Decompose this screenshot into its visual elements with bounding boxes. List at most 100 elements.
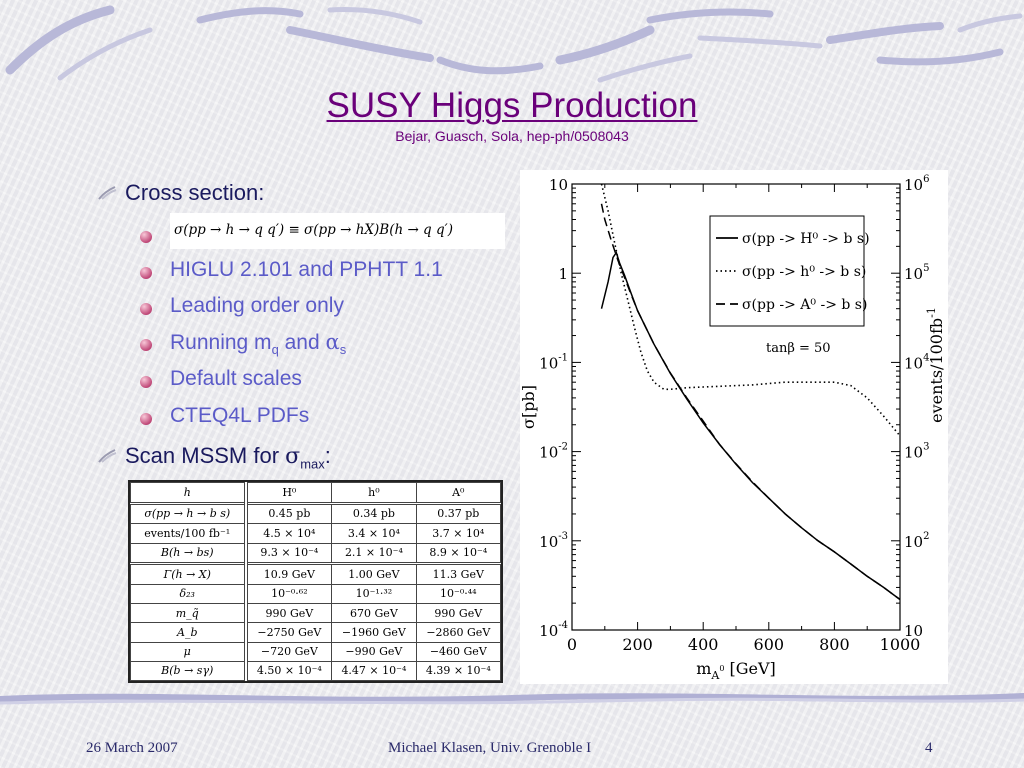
table-row: m_q̃ 990 GeV 670 GeV 990 GeV <box>130 602 502 624</box>
sub-bullet-running: Running mq and αs <box>140 330 347 358</box>
x-tick-label: 600 <box>754 635 785 654</box>
running-prefix: Running m <box>170 331 272 354</box>
table-cell: 1.00 GeV <box>331 563 417 585</box>
x-tick-label: 200 <box>622 635 653 654</box>
y-right-axis-label: events/100fb-1 <box>925 307 946 423</box>
sub-bullet-text: CTEQ4L PDFs <box>170 404 310 427</box>
table-cell: 3.7 × 10⁴ <box>415 523 502 544</box>
table-cell: −460 GeV <box>415 641 502 662</box>
table-cell: 2.1 × 10⁻⁴ <box>331 542 417 566</box>
legend-entry: σ(pp -> A⁰ -> b s) <box>742 297 867 313</box>
y-tick-label: 10-2 <box>539 442 568 462</box>
footer-author: Michael Klasen, Univ. Grenoble I <box>388 740 592 756</box>
parameter-table: h H⁰ h⁰ A⁰ σ(pp → h → b s) 0.45 pb 0.34 … <box>130 482 502 682</box>
sub-bullet-dot-icon <box>140 339 152 351</box>
running-s-sub: s <box>339 342 347 358</box>
series-line-h0 <box>600 183 901 437</box>
table-row: δ₂₃ 10⁻⁰·⁶² 10⁻¹·³² 10⁻⁰·⁴⁴ <box>130 583 502 605</box>
table-cell: 670 GeV <box>331 602 417 624</box>
x-tick-label: 0 <box>567 635 577 654</box>
scan-prefix: Scan MSSM for <box>125 443 286 468</box>
table-cell: 3.4 × 10⁴ <box>331 523 417 544</box>
y-right-tick-label: 10 <box>904 622 923 640</box>
bullet-scan-mssm: Scan MSSM for σmax: <box>98 443 331 472</box>
table-cell: 8.9 × 10⁻⁴ <box>415 542 502 566</box>
table-row-label: σ(pp → h → b s) <box>130 502 248 525</box>
y-tick-label: 10-4 <box>539 620 568 640</box>
x-tick-label: 400 <box>688 635 719 654</box>
sub-bullet-default-scales: Default scales <box>140 367 302 391</box>
footer-page-number: 4 <box>925 740 933 756</box>
table-row-label: δ₂₃ <box>130 583 248 605</box>
title-block: SUSY Higgs Production Bejar, Guasch, Sol… <box>0 86 1024 144</box>
table-row-label: Γ(h → X) <box>130 563 248 585</box>
x-tick-label: 1000 <box>880 635 921 654</box>
table-cell: 990 GeV <box>244 602 333 624</box>
chart-annotation: tanβ = 50 <box>766 341 831 356</box>
table-row: events/100 fb⁻¹ 4.5 × 10⁴ 3.4 × 10⁴ 3.7 … <box>130 523 502 544</box>
table-cell: 0.45 pb <box>244 502 333 525</box>
table-header-cell: A⁰ <box>415 482 502 505</box>
table-cell: 10.9 GeV <box>244 563 333 585</box>
table-cell: −990 GeV <box>331 641 417 662</box>
table-header-cell: h <box>130 482 248 505</box>
running-and: and <box>278 331 326 354</box>
table-row: μ −720 GeV −990 GeV −460 GeV <box>130 641 502 662</box>
table-cell: 4.50 × 10⁻⁴ <box>244 660 333 682</box>
legend-entry: σ(pp -> H⁰ -> b s) <box>742 231 870 247</box>
x-axis-label: mA0 [GeV] <box>696 659 776 682</box>
table-cell: −2860 GeV <box>415 622 502 643</box>
top-wave-decoration <box>5 5 1023 83</box>
table-row-label: A_b <box>130 622 248 643</box>
slide-title: SUSY Higgs Production <box>326 86 698 125</box>
table-row-label: m_q̃ <box>130 602 248 624</box>
running-q-sub: q <box>271 342 279 358</box>
table-cell: 4.47 × 10⁻⁴ <box>331 660 417 682</box>
table-cell: −2750 GeV <box>244 622 333 643</box>
y-right-tick-label: 102 <box>904 531 929 551</box>
cross-section-formula: σ(pp → h → q q′) ≡ σ(pp → hX)B(h → q q′) <box>170 213 505 249</box>
legend-entry: σ(pp -> h⁰ -> b s) <box>742 264 866 280</box>
scan-max-sub: max <box>300 456 325 472</box>
bullet-text: Cross section: <box>125 180 265 205</box>
table-row-label: events/100 fb⁻¹ <box>130 523 248 544</box>
table-cell: 0.34 pb <box>331 502 417 525</box>
sub-bullet-dot-icon <box>140 413 152 425</box>
table-row-label: B(h → bs) <box>130 542 248 566</box>
quill-bullet-icon <box>98 449 117 463</box>
table-cell: 4.39 × 10⁻⁴ <box>415 660 502 682</box>
y-right-tick-label: 105 <box>904 263 929 283</box>
y-axis-label: σ[pb] <box>520 385 538 429</box>
table-row: B(h → bs) 9.3 × 10⁻⁴ 2.1 × 10⁻⁴ 8.9 × 10… <box>130 542 502 566</box>
y-tick-label: 10-3 <box>539 531 568 551</box>
bullet-cross-section: Cross section: <box>98 180 265 206</box>
bottom-wave-divider <box>0 693 1024 705</box>
running-alpha: α <box>325 330 340 354</box>
table-row: B(b → sγ) 4.50 × 10⁻⁴ 4.47 × 10⁻⁴ 4.39 ×… <box>130 660 502 682</box>
sub-bullet-dot-icon <box>140 376 152 388</box>
sub-bullet-cteq: CTEQ4L PDFs <box>140 404 310 428</box>
cross-section-chart: σ(pp -> H⁰ -> b s) σ(pp -> h⁰ -> b s) σ(pp… <box>520 174 946 682</box>
table-row: A_b −2750 GeV −1960 GeV −2860 GeV <box>130 622 502 643</box>
sub-bullet-dot-icon <box>140 231 152 243</box>
y-right-tick-label: 104 <box>904 352 929 372</box>
table-row: σ(pp → h → b s) 0.45 pb 0.34 pb 0.37 pb <box>130 502 502 525</box>
sub-bullet-text: Default scales <box>170 367 302 390</box>
sub-bullet-dot-icon <box>140 267 152 279</box>
table-cell: 9.3 × 10⁻⁴ <box>244 542 333 566</box>
table-cell: 990 GeV <box>415 602 502 624</box>
legend-box <box>709 215 865 327</box>
sub-bullet-text: Leading order only <box>170 294 344 317</box>
y-tick-label: 10-1 <box>539 352 568 372</box>
scan-colon: : <box>324 443 331 468</box>
table-cell: 4.5 × 10⁴ <box>244 523 333 544</box>
table-header-cell: h⁰ <box>331 482 417 505</box>
mssm-parameter-table: h H⁰ h⁰ A⁰ σ(pp → h → b s) 0.45 pb 0.34 … <box>128 480 503 683</box>
y-right-tick-label: 106 <box>904 174 929 194</box>
table-row-label: B(b → sγ) <box>130 660 248 682</box>
table-cell: 10⁻⁰·⁶² <box>244 583 333 605</box>
sub-bullet-dot-icon <box>140 303 152 315</box>
sub-bullet-higlu: HIGLU 2.101 and PPHTT 1.1 <box>140 258 443 282</box>
y-tick-label: 1 <box>558 265 568 283</box>
table-cell: −720 GeV <box>244 641 333 662</box>
